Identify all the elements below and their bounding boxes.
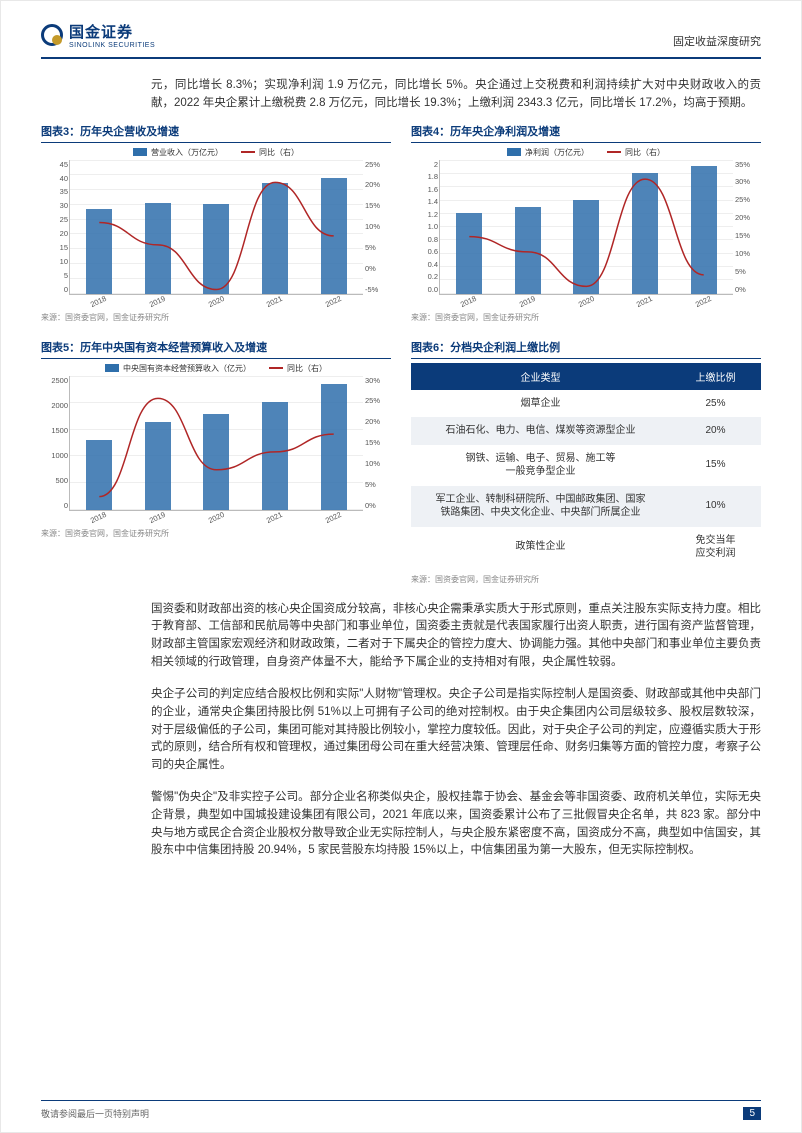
chart5: 图表5：历年中央国有资本经营预算收入及增速 中央国有资本经营预算收入（亿元） 同… [41, 339, 391, 595]
logo-mark-icon [41, 24, 63, 46]
footer-disclaimer: 敬请参阅最后一页特别声明 [41, 1107, 149, 1120]
page-footer: 敬请参阅最后一页特别声明 5 [41, 1100, 761, 1120]
table-row: 政策性企业免交当年应交利润 [411, 527, 761, 568]
intro-paragraph: 元，同比增长 8.3%；实现净利润 1.9 万亿元，同比增长 5%。央企通过上交… [151, 77, 761, 113]
table-row: 军工企业、转制科研院所、中国邮政集团、国家铁路集团、中央文化企业、中央部门所属企… [411, 486, 761, 527]
chart5-legend: 中央国有资本经营预算收入（亿元） 同比（右） [41, 363, 391, 374]
chart3: 图表3：历年央企营收及增速 营业收入（万亿元） 同比（右） 4540353025… [41, 123, 391, 333]
chart3-source: 来源：国资委官网，国金证券研究所 [41, 312, 391, 323]
chart4-legend-line: 同比（右） [625, 147, 665, 158]
chart4-legend: 净利润（万亿元） 同比（右） [411, 147, 761, 158]
chart4: 图表4：历年央企净利润及增速 净利润（万亿元） 同比（右） 21.81.61.4… [411, 123, 761, 333]
page-header: 国金证券 SINOLINK SECURITIES 固定收益深度研究 [41, 21, 761, 59]
chart3-title: 图表3：历年央企营收及增速 [41, 123, 391, 143]
body-para-3: 警惕"伪央企"及非实控子公司。部分企业名称类似央企，股权挂靠于协会、基金会等非国… [151, 789, 761, 860]
body-para-2: 央企子公司的判定应结合股权比例和实际"人财物"管理权。央企子公司是指实际控制人是… [151, 686, 761, 775]
table-row: 石油石化、电力、电信、煤炭等资源型企业20% [411, 417, 761, 445]
chart3-legend-line: 同比（右） [259, 147, 299, 158]
ratio-table: 企业类型 上缴比例 烟草企业25%石油石化、电力、电信、煤炭等资源型企业20%钢… [411, 363, 761, 568]
chart5-title: 图表5：历年中央国有资本经营预算收入及增速 [41, 339, 391, 359]
chart6-source: 来源：国资委官网，国金证券研究所 [411, 574, 761, 585]
chart3-legend-bar: 营业收入（万亿元） [151, 147, 223, 158]
chart4-source: 来源：国资委官网，国金证券研究所 [411, 312, 761, 323]
chart3-legend: 营业收入（万亿元） 同比（右） [41, 147, 391, 158]
logo: 国金证券 SINOLINK SECURITIES [41, 21, 155, 49]
body-para-1: 国资委和财政部出资的核心央企国资成分较高，非核心央企需秉承实质大于形式原则，重点… [151, 601, 761, 672]
chart5-legend-line: 同比（右） [287, 363, 327, 374]
doc-type: 固定收益深度研究 [673, 33, 761, 49]
chart5-source: 来源：国资委官网，国金证券研究所 [41, 528, 391, 539]
chart4-title: 图表4：历年央企净利润及增速 [411, 123, 761, 143]
table-row: 烟草企业25% [411, 390, 761, 418]
table-row: 钢铁、运输、电子、贸易、施工等一般竞争型企业15% [411, 445, 761, 486]
chart5-legend-bar: 中央国有资本经营预算收入（亿元） [123, 363, 251, 374]
page-number: 5 [743, 1107, 761, 1120]
ratio-table-header-ratio: 上缴比例 [670, 363, 761, 390]
chart6-title: 图表6：分档央企利润上缴比例 [411, 339, 761, 359]
chart6: 图表6：分档央企利润上缴比例 企业类型 上缴比例 烟草企业25%石油石化、电力、… [411, 339, 761, 595]
ratio-table-header-type: 企业类型 [411, 363, 670, 390]
logo-cn: 国金证券 [69, 21, 155, 42]
logo-en: SINOLINK SECURITIES [69, 42, 155, 49]
chart4-legend-bar: 净利润（万亿元） [525, 147, 589, 158]
